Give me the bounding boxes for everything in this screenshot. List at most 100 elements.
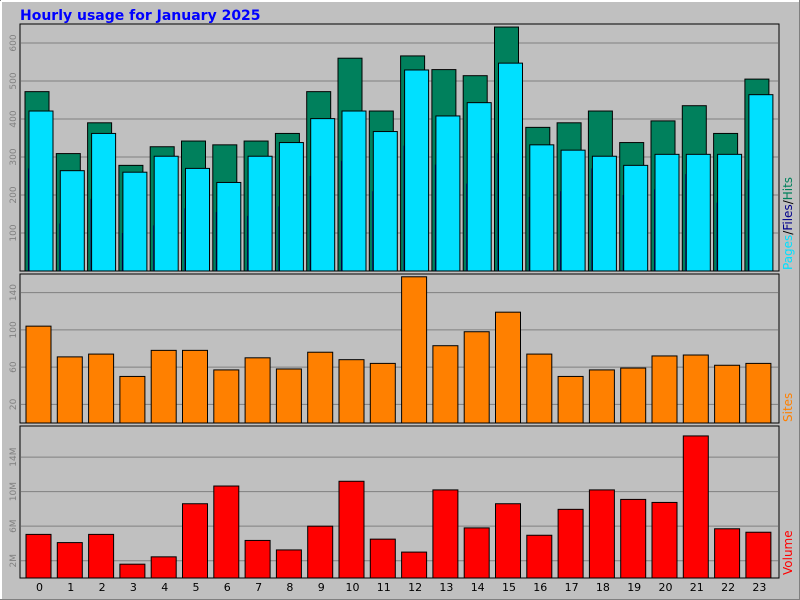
y-tick-label: 140 [9,284,19,301]
y-tick-label: 600 [9,34,19,51]
y-tick-label: 6M [9,519,19,533]
legend-separator: / [781,230,795,235]
sites-bar [88,353,115,424]
y-tick-label: 500 [9,72,19,89]
volume-bar [401,551,428,579]
sites-bar [682,354,709,424]
x-tick-label: 22 [721,581,735,594]
x-tick-label: 20 [659,581,673,594]
sites-bar [495,311,521,424]
volume-bar [307,525,334,579]
x-tick-label: 4 [161,581,168,594]
sites-bar [588,369,615,424]
volume-bar [338,480,365,579]
legend-hits: Hits [781,177,795,200]
sites-bar [213,369,240,424]
legend-pages-files-hits: Pages/Files/Hits [781,177,795,270]
legend-pages: Pages [781,235,795,270]
sites-bar [745,362,772,424]
files-bar [717,153,743,272]
files-bar [685,153,711,272]
sites-bar [307,351,334,424]
sites-bar [56,356,83,424]
y-tick-label: 20 [9,398,19,410]
files-bar [372,131,398,272]
legend-volume: Volume [781,530,795,575]
x-tick-label: 3 [130,581,137,594]
x-tick-label: 21 [690,581,704,594]
x-tick-label: 5 [193,581,200,594]
volume-bar [119,563,146,579]
x-tick-label: 7 [255,581,262,594]
legend-separator: / [781,199,795,204]
files-bar [91,132,117,272]
chart-title: Hourly usage for January 2025 [20,8,261,24]
x-tick-label: 18 [596,581,610,594]
x-tick-label: 8 [286,581,293,594]
volume-bar [244,539,271,579]
x-tick-label: 16 [533,581,547,594]
y-tick-label: 200 [9,186,19,203]
volume-bar [432,489,459,579]
volume-bar [620,498,647,579]
x-tick-label: 1 [67,581,74,594]
x-tick-label: 9 [318,581,325,594]
x-tick-label: 17 [565,581,579,594]
files-bar [341,110,367,272]
sites-bar [557,375,584,424]
sites-bar [526,353,553,424]
x-tick-label: 13 [439,581,453,594]
files-bar [185,167,210,272]
sites-bar [119,375,146,424]
x-tick-label: 10 [346,581,360,594]
volume-bar [56,542,83,579]
sites-bar [369,362,396,424]
x-tick-label: 6 [224,581,231,594]
files-bar [560,149,586,272]
files-bar [216,181,242,272]
y-tick-label: 400 [9,110,19,127]
legend-files: Files [781,204,795,230]
sites-bar [338,359,365,424]
files-bar [404,69,430,272]
volume-bar [714,528,741,579]
y-tick-label: 14M [9,447,19,466]
x-tick-label: 14 [471,581,485,594]
sites-bar [182,349,208,424]
x-tick-label: 23 [752,581,766,594]
x-tick-label: 0 [36,581,43,594]
y-tick-label: 100 [9,321,19,338]
tick-labels: 100 200 300 400 500 600 20 60 100 140 2M 6M 10M 14M [9,34,19,567]
volume-bar [588,489,615,579]
files-bar [748,94,774,272]
sites-bar [244,357,271,424]
y-tick-label: 100 [9,224,19,241]
files-bar [153,155,179,272]
files-bar [466,102,492,272]
volume-bar [275,549,302,579]
files-bar [529,144,555,272]
volume-bar [557,508,584,579]
files-bar [59,170,85,272]
files-bar [591,155,617,272]
x-tick-label: 15 [502,581,516,594]
x-tick-label: 11 [377,581,391,594]
volume-bar [526,534,553,579]
legend-sites: Sites [781,393,795,422]
sites-bar [620,367,647,424]
files-bar [278,142,304,272]
volume-bar [213,485,240,579]
sites-bar [25,325,52,424]
files-bar [623,164,649,272]
y-tick-label: 10M [9,482,19,501]
volume-bar [463,527,490,579]
x-tick-label: 12 [408,581,422,594]
volume-bar [182,503,208,579]
files-bar [654,153,680,272]
sites-bar [275,368,302,424]
x-tick-label: 19 [627,581,641,594]
files-bar [247,155,273,272]
volume-bar [25,533,52,579]
y-tick-label: 300 [9,148,19,165]
